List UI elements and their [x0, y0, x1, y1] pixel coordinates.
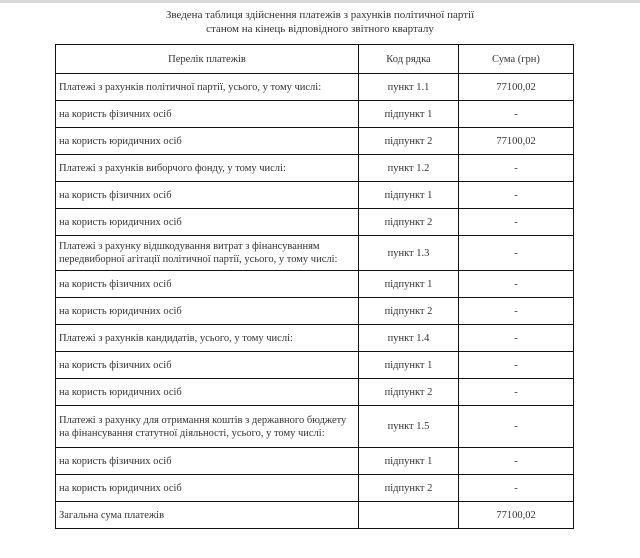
cell-payment-name: Платежі з рахунків політичної партії, ус… [55, 73, 359, 101]
cell-row-code: пункт 1.5 [358, 405, 459, 448]
cell-sum: - [458, 235, 574, 271]
table-row: на користь юридичних осіб підпункт 2- [55, 297, 574, 325]
cell-sum: - [458, 181, 574, 209]
cell-row-code: пункт 1.4 [358, 324, 459, 352]
cell-sum: - [458, 447, 574, 475]
cell-row-code: пункт 1.1 [358, 73, 459, 101]
cell-row-code: пункт 1.2 [358, 154, 459, 182]
table-row: на користь юридичних осіб підпункт 2- [55, 208, 574, 236]
cell-sum: - [458, 351, 574, 379]
cell-row-code: підпункт 2 [358, 378, 459, 406]
document-title: Зведена таблиця здійснення платежів з ра… [0, 8, 640, 36]
cell-row-code: підпункт 2 [358, 297, 459, 325]
cell-payment-name: Платежі з рахунку відшкодування витрат з… [55, 235, 359, 271]
cell-sum: - [458, 405, 574, 448]
cell-row-code: підпункт 1 [358, 270, 459, 298]
header-row-code: Код рядка [358, 44, 459, 74]
cell-payment-name: на користь фізичних осіб [55, 270, 359, 298]
table-row: Загальна сума платежів 77100,02 [55, 501, 574, 529]
cell-payment-name: на користь фізичних осіб [55, 100, 359, 128]
cell-row-code: пункт 1.3 [358, 235, 459, 271]
cell-payment-name: Платежі з рахунків кандидатів, усього, у… [55, 324, 359, 352]
cell-sum: 77100,02 [458, 73, 574, 101]
cell-row-code: підпункт 1 [358, 100, 459, 128]
cell-payment-name: на користь фізичних осіб [55, 351, 359, 379]
page-top-edge [0, 0, 640, 3]
cell-sum: - [458, 378, 574, 406]
table-row: Платежі з рахунку відшкодування витрат з… [55, 235, 574, 271]
table-row: на користь фізичних осіб підпункт 1- [55, 270, 574, 298]
cell-row-code [358, 501, 459, 529]
cell-row-code: підпункт 1 [358, 351, 459, 379]
table-row: Платежі з рахунку для отримання коштів з… [55, 405, 574, 448]
cell-sum: - [458, 154, 574, 182]
table-row: на користь юридичних осіб підпункт 2- [55, 474, 574, 502]
cell-payment-name: на користь юридичних осіб [55, 208, 359, 236]
table-row: на користь фізичних осіб підпункт 1- [55, 351, 574, 379]
cell-row-code: підпункт 1 [358, 181, 459, 209]
cell-payment-name: на користь юридичних осіб [55, 378, 359, 406]
header-sum: Сума (грн) [458, 44, 574, 74]
cell-row-code: підпункт 1 [358, 447, 459, 475]
table-row: Платежі з рахунків виборчого фонду, у то… [55, 154, 574, 182]
title-line-2: станом на кінець відповідного звітного к… [206, 23, 434, 35]
table-row: Платежі з рахунків політичної партії, ус… [55, 73, 574, 101]
cell-payment-name: Платежі з рахунків виборчого фонду, у то… [55, 154, 359, 182]
table-header-row: Перелік платежів Код рядка Сума (грн) [55, 44, 574, 74]
cell-payment-name: на користь юридичних осіб [55, 297, 359, 325]
cell-payment-name: на користь юридичних осіб [55, 127, 359, 155]
cell-payment-name: на користь фізичних осіб [55, 447, 359, 475]
cell-sum: - [458, 208, 574, 236]
cell-payment-name: на користь юридичних осіб [55, 474, 359, 502]
table-row: на користь юридичних осіб підпункт 2 77100… [55, 127, 574, 155]
title-line-1: Зведена таблиця здійснення платежів з ра… [165, 9, 475, 21]
cell-sum: - [458, 324, 574, 352]
cell-sum: - [458, 297, 574, 325]
cell-row-code: підпункт 2 [358, 127, 459, 155]
header-payments-list: Перелік платежів [55, 44, 359, 74]
cell-row-code: підпункт 2 [358, 208, 459, 236]
cell-sum: 77100,02 [458, 127, 574, 155]
cell-sum: - [458, 474, 574, 502]
table-row: на користь юридичних осіб підпункт 2- [55, 378, 574, 406]
table-row: на користь фізичних осіб підпункт 1- [55, 181, 574, 209]
cell-payment-name: Загальна сума платежів [55, 501, 359, 529]
payments-table: Перелік платежів Код рядка Сума (грн) Пл… [55, 44, 574, 529]
cell-payment-name: Платежі з рахунку для отримання коштів з… [55, 405, 359, 448]
table-row: на користь фізичних осіб підпункт 1- [55, 447, 574, 475]
cell-sum: 77100,02 [458, 501, 574, 529]
cell-payment-name: на користь фізичних осіб [55, 181, 359, 209]
cell-row-code: підпункт 2 [358, 474, 459, 502]
cell-sum: - [458, 270, 574, 298]
table-row: Платежі з рахунків кандидатів, усього, у… [55, 324, 574, 352]
table-row: на користь фізичних осіб підпункт 1- [55, 100, 574, 128]
cell-sum: - [458, 100, 574, 128]
